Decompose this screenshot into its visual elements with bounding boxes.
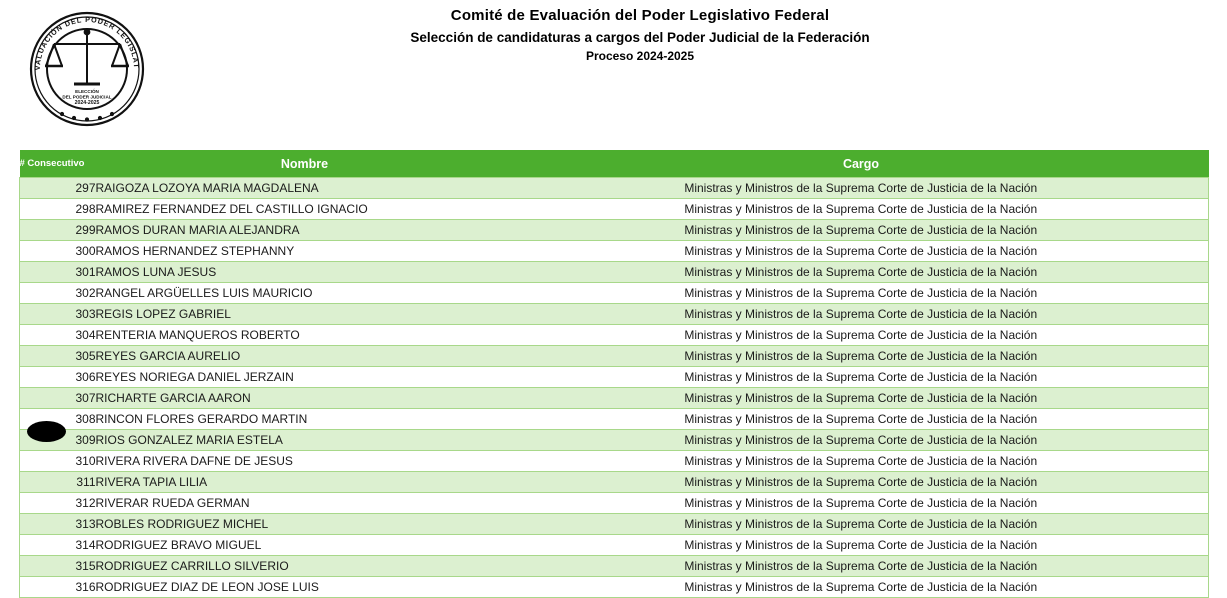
cell-consecutivo: 305 bbox=[19, 345, 96, 367]
table-row[interactable]: 303 REGIS LOPEZ GABRIEL Ministras y Minist… bbox=[19, 303, 1209, 325]
table-row[interactable]: 297 RAIGOZA LOZOYA MARIA MAGDALENA Ministr… bbox=[19, 177, 1209, 199]
cell-nombre: RODRIGUEZ DIAZ DE LEON JOSE LUIS bbox=[95, 576, 514, 598]
cell-nombre: RAMOS DURAN MARIA ALEJANDRA bbox=[95, 219, 514, 241]
table-header-row: # Consecutivo Nombre Cargo bbox=[19, 150, 1209, 178]
cell-nombre: RAMOS HERNANDEZ STEPHANNY bbox=[95, 240, 514, 262]
column-header-consecutivo[interactable]: # Consecutivo bbox=[19, 150, 96, 178]
table-row[interactable]: 306 REYES NORIEGA DANIEL JERZAIN Ministras… bbox=[19, 366, 1209, 388]
cell-nombre: RICHARTE GARCIA AARON bbox=[95, 387, 514, 409]
table-row[interactable]: 299 RAMOS DURAN MARIA ALEJANDRA Ministras … bbox=[19, 219, 1209, 241]
cell-cargo: Ministras y Ministros de la Suprema Cort… bbox=[513, 219, 1209, 241]
seal-icon: COMITÉ DE EVALUACIÓN DEL PODER LEGISLATI… bbox=[24, 6, 145, 126]
cell-consecutivo: 306 bbox=[19, 366, 96, 388]
cell-nombre: RIOS GONZALEZ MARIA ESTELA bbox=[95, 429, 514, 451]
table-row[interactable]: 314 RODRIGUEZ BRAVO MIGUEL Ministras y Min… bbox=[19, 534, 1209, 556]
cell-consecutivo: 298 bbox=[19, 198, 96, 220]
candidates-table-container: # Consecutivo Nombre Cargo 297 RAIGOZA LO… bbox=[19, 150, 1209, 598]
cell-consecutivo: 313 bbox=[19, 513, 96, 535]
table-row[interactable]: 304 RENTERIA MANQUEROS ROBERTO Ministras y… bbox=[19, 324, 1209, 346]
table-row[interactable]: 300 RAMOS HERNANDEZ STEPHANNY Ministras y … bbox=[19, 240, 1209, 262]
cell-cargo: Ministras y Ministros de la Suprema Cort… bbox=[513, 492, 1209, 514]
cell-consecutivo: 312 bbox=[19, 492, 96, 514]
table-head: # Consecutivo Nombre Cargo bbox=[19, 150, 1209, 178]
table-row[interactable]: 301 RAMOS LUNA JESUS Ministras y Ministros… bbox=[19, 261, 1209, 283]
cell-nombre: RIVERAR RUEDA GERMAN bbox=[95, 492, 514, 514]
table-body: 297 RAIGOZA LOZOYA MARIA MAGDALENA Ministr… bbox=[19, 177, 1209, 598]
cell-consecutivo: 314 bbox=[19, 534, 96, 556]
cell-cargo: Ministras y Ministros de la Suprema Cort… bbox=[513, 261, 1209, 283]
page-subtitle-2: Proceso 2024-2025 bbox=[585, 49, 695, 63]
svg-text:DEL PODER JUDICIAL: DEL PODER JUDICIAL bbox=[62, 94, 111, 99]
cell-cargo: Ministras y Ministros de la Suprema Cort… bbox=[513, 240, 1209, 262]
table-row[interactable]: 307 RICHARTE GARCIA AARON Ministras y Mini… bbox=[19, 387, 1209, 409]
cell-nombre: REGIS LOPEZ GABRIEL bbox=[95, 303, 514, 325]
cell-consecutivo: 311 bbox=[19, 471, 96, 493]
cell-nombre: RAMOS LUNA JESUS bbox=[95, 261, 514, 283]
cell-nombre: RANGEL ARGÜELLES LUIS MAURICIO bbox=[95, 282, 514, 304]
cell-nombre: RIVERA RIVERA DAFNE DE JESUS bbox=[95, 450, 514, 472]
cell-cargo: Ministras y Ministros de la Suprema Cort… bbox=[513, 429, 1209, 451]
column-header-nombre[interactable]: Nombre bbox=[95, 150, 514, 178]
row-marker-ellipse-icon bbox=[27, 421, 66, 442]
table-row[interactable]: 315 RODRIGUEZ CARRILLO SILVERIO Ministras … bbox=[19, 555, 1209, 577]
candidates-table: # Consecutivo Nombre Cargo 297 RAIGOZA LO… bbox=[19, 150, 1209, 598]
title-block: Comité de Evaluación del Poder Legislati… bbox=[190, 6, 1090, 65]
cell-cargo: Ministras y Ministros de la Suprema Cort… bbox=[513, 534, 1209, 556]
table-row[interactable]: 311 RIVERA TAPIA LILIA Ministras y Ministr… bbox=[19, 471, 1209, 493]
cell-cargo: Ministras y Ministros de la Suprema Cort… bbox=[513, 177, 1209, 199]
cell-consecutivo: 301 bbox=[19, 261, 96, 283]
table-row[interactable]: 298 RAMIREZ FERNANDEZ DEL CASTILLO IGNACI… bbox=[19, 198, 1209, 220]
cell-cargo: Ministras y Ministros de la Suprema Cort… bbox=[513, 555, 1209, 577]
cell-consecutivo: 297 bbox=[19, 177, 96, 199]
svg-text:ELECCIÓN: ELECCIÓN bbox=[75, 87, 99, 94]
cell-consecutivo: 316 bbox=[19, 576, 96, 598]
cell-consecutivo: 303 bbox=[19, 303, 96, 325]
cell-cargo: Ministras y Ministros de la Suprema Cort… bbox=[513, 408, 1209, 430]
table-row[interactable]: 310 RIVERA RIVERA DAFNE DE JESUS Ministras… bbox=[19, 450, 1209, 472]
table-row[interactable]: 316 RODRIGUEZ DIAZ DE LEON JOSE LUIS Minis… bbox=[19, 576, 1209, 598]
cell-nombre: RODRIGUEZ BRAVO MIGUEL bbox=[95, 534, 514, 556]
cell-consecutivo: 304 bbox=[19, 324, 96, 346]
cell-nombre: REYES GARCIA AURELIO bbox=[95, 345, 514, 367]
table-row[interactable]: 312 RIVERAR RUEDA GERMAN Ministras y Minis… bbox=[19, 492, 1209, 514]
table-row[interactable]: 309 RIOS GONZALEZ MARIA ESTELA Ministras y… bbox=[19, 429, 1209, 451]
cell-nombre: RODRIGUEZ CARRILLO SILVERIO bbox=[95, 555, 514, 577]
cell-nombre: RAMIREZ FERNANDEZ DEL CASTILLO IGNACIO bbox=[95, 198, 514, 220]
cell-cargo: Ministras y Ministros de la Suprema Cort… bbox=[513, 324, 1209, 346]
cell-nombre: RAIGOZA LOZOYA MARIA MAGDALENA bbox=[95, 177, 514, 199]
cell-nombre: ROBLES RODRIGUEZ MICHEL bbox=[95, 513, 514, 535]
cell-cargo: Ministras y Ministros de la Suprema Cort… bbox=[513, 387, 1209, 409]
column-header-cargo[interactable]: Cargo bbox=[513, 150, 1209, 178]
cell-consecutivo: 299 bbox=[19, 219, 96, 241]
cell-consecutivo: 302 bbox=[19, 282, 96, 304]
svg-text:2024-2025: 2024-2025 bbox=[75, 100, 100, 106]
cell-cargo: Ministras y Ministros de la Suprema Cort… bbox=[513, 471, 1209, 493]
cell-consecutivo: 307 bbox=[19, 387, 96, 409]
table-row[interactable]: 305 REYES GARCIA AURELIO Ministras y Minis… bbox=[19, 345, 1209, 367]
cell-nombre: RIVERA TAPIA LILIA bbox=[95, 471, 514, 493]
document-header: COMITÉ DE EVALUACIÓN DEL PODER LEGISLATI… bbox=[0, 0, 1227, 140]
cell-cargo: Ministras y Ministros de la Suprema Cort… bbox=[513, 282, 1209, 304]
table-row[interactable]: 302 RANGEL ARGÜELLES LUIS MAURICIO Ministr… bbox=[19, 282, 1209, 304]
cell-consecutivo: 310 bbox=[19, 450, 96, 472]
page-subtitle-1: Selección de candidaturas a cargos del P… bbox=[410, 30, 870, 45]
cell-consecutivo: 300 bbox=[19, 240, 96, 262]
cell-cargo: Ministras y Ministros de la Suprema Cort… bbox=[513, 198, 1209, 220]
table-row[interactable]: 313 ROBLES RODRIGUEZ MICHEL Ministras y Mi… bbox=[19, 513, 1209, 535]
cell-cargo: Ministras y Ministros de la Suprema Cort… bbox=[513, 450, 1209, 472]
cell-cargo: Ministras y Ministros de la Suprema Cort… bbox=[513, 303, 1209, 325]
cell-cargo: Ministras y Ministros de la Suprema Cort… bbox=[513, 576, 1209, 598]
cell-nombre: REYES NORIEGA DANIEL JERZAIN bbox=[95, 366, 514, 388]
cell-nombre: RINCON FLORES GERARDO MARTIN bbox=[95, 408, 514, 430]
cell-cargo: Ministras y Ministros de la Suprema Cort… bbox=[513, 345, 1209, 367]
cell-cargo: Ministras y Ministros de la Suprema Cort… bbox=[513, 513, 1209, 535]
cell-cargo: Ministras y Ministros de la Suprema Cort… bbox=[513, 366, 1209, 388]
table-row[interactable]: 308 RINCON FLORES GERARDO MARTIN Ministras… bbox=[19, 408, 1209, 430]
cell-nombre: RENTERIA MANQUEROS ROBERTO bbox=[95, 324, 514, 346]
committee-seal-logo: COMITÉ DE EVALUACIÓN DEL PODER LEGISLATI… bbox=[22, 2, 152, 135]
page-title: Comité de Evaluación del Poder Legislati… bbox=[450, 7, 830, 24]
cell-consecutivo: 315 bbox=[19, 555, 96, 577]
